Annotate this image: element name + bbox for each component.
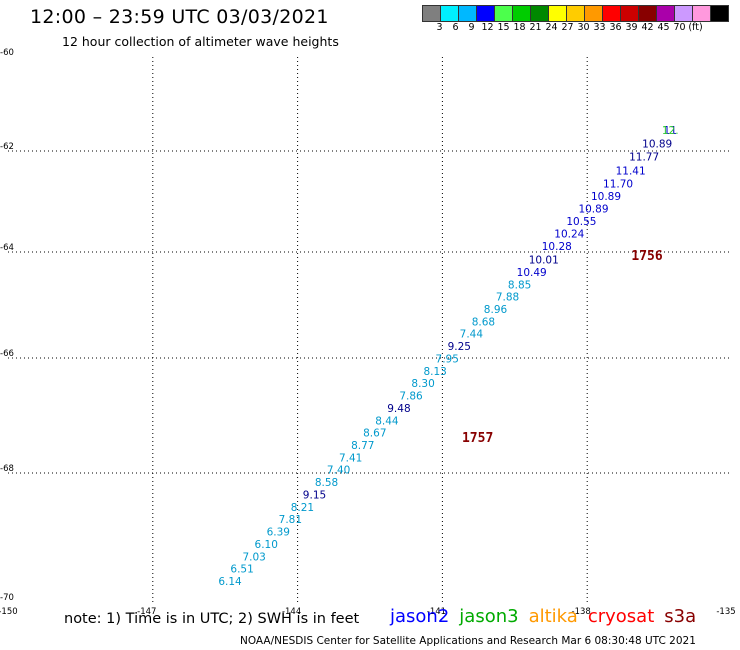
satellite-jason3: jason3 xyxy=(459,606,519,627)
legend-label: 33 xyxy=(593,22,606,33)
wave-height-value: 7.81 xyxy=(279,514,302,526)
chart-subtitle: 12 hour collection of altimeter wave hei… xyxy=(62,34,339,49)
legend-label: 6 xyxy=(452,22,459,33)
wave-height-value: 10.89 xyxy=(578,204,608,216)
legend-label: 9 xyxy=(468,22,475,33)
wave-height-value: 7.95 xyxy=(436,353,459,365)
wave-height-value: 8.58 xyxy=(315,477,338,489)
wave-height-value: 10.28 xyxy=(542,241,572,253)
satellite-altika: altika xyxy=(528,606,578,627)
x-tick-label: -138 xyxy=(572,607,591,617)
legend-label: 21 xyxy=(529,22,542,33)
satellite-jason2: jason2 xyxy=(390,606,450,627)
wave-height-value: 7.41 xyxy=(339,452,362,464)
legend-label: 42 xyxy=(641,22,654,33)
wave-height-value: 11.70 xyxy=(603,178,633,190)
chart-title: 12:00 – 23:59 UTC 03/03/2021 xyxy=(30,6,329,28)
wave-height-value: 10.55 xyxy=(566,216,596,228)
color-legend xyxy=(422,5,729,22)
wave-height-value: 8.30 xyxy=(411,378,434,390)
wave-height-value: 12. xyxy=(662,125,679,137)
wave-height-value: 6.14 xyxy=(218,576,242,588)
wave-height-value: 10.89 xyxy=(642,138,672,150)
footer-note: note: 1) Time is in UTC; 2) SWH is in fe… xyxy=(64,611,360,627)
legend-label: 30 xyxy=(577,22,590,33)
x-tick-label: -147 xyxy=(137,607,156,617)
wave-height-value: 7.88 xyxy=(496,292,519,304)
color-legend-labels: 3 6 9 12 15 18 21 24 27 30 33 36 39 42 45 70 (ft) xyxy=(423,22,740,34)
satellite-s3a: s3a xyxy=(664,606,697,627)
legend-label: 70 xyxy=(673,22,686,33)
x-tick-label: -141 xyxy=(427,607,446,617)
wave-height-value: 7.44 xyxy=(460,329,484,341)
wave-height-value: 9.15 xyxy=(303,489,326,501)
legend-label: 24 xyxy=(545,22,558,33)
y-tick-label: -60 xyxy=(0,48,14,58)
wave-height-value: 8.68 xyxy=(472,316,495,328)
legend-label: (ft) xyxy=(688,22,703,33)
legend-label: 36 xyxy=(609,22,622,33)
y-tick-label: -70 xyxy=(0,593,14,603)
wave-height-value: 9.48 xyxy=(387,403,410,415)
y-tick-label: -66 xyxy=(0,349,14,359)
wave-height-value: 11 xyxy=(664,125,677,137)
x-tick-label: -135 xyxy=(716,607,735,617)
x-tick-label: -150 xyxy=(0,607,18,617)
legend-label: 12 xyxy=(481,22,494,33)
wave-height-value: 10.49 xyxy=(517,267,547,279)
wave-height-value: 6.39 xyxy=(267,527,290,539)
wave-height-value: 11.77 xyxy=(629,152,659,164)
wave-height-value: 8.77 xyxy=(351,440,374,452)
wave-height-value: 11.41 xyxy=(616,166,646,178)
wave-height-value: 10.24 xyxy=(554,228,584,240)
wave-height-value: 6.51 xyxy=(230,564,253,576)
legend-swatch xyxy=(710,5,729,22)
legend-label: 45 xyxy=(657,22,670,33)
y-tick-label: -68 xyxy=(0,464,14,474)
wave-height-value: 7.86 xyxy=(399,391,423,403)
wave-height-value: 8.67 xyxy=(363,428,386,440)
legend-label: 18 xyxy=(513,22,526,33)
wave-height-value: 9.25 xyxy=(448,341,471,353)
wave-height-value: 6.10 xyxy=(255,539,278,551)
x-tick-label: -144 xyxy=(282,607,301,617)
y-tick-label: -62 xyxy=(0,142,14,152)
wave-height-value: 10.01 xyxy=(529,255,559,267)
wave-height-value: 8.96 xyxy=(484,304,508,316)
satellite-cryosat: cryosat xyxy=(587,606,655,627)
credit-line: NOAA/NESDIS Center for Satellite Applica… xyxy=(240,635,696,647)
legend-label: 27 xyxy=(561,22,574,33)
wave-height-value: 8.13 xyxy=(423,366,446,378)
wave-height-value: 8.85 xyxy=(508,279,531,291)
satellite-legend: jason2 jason3 altika cryosat s3a xyxy=(390,606,706,627)
legend-label: 3 xyxy=(436,22,443,33)
y-tick-label: -64 xyxy=(0,243,14,253)
wave-height-value: 8.44 xyxy=(375,415,399,427)
wave-height-value: 10.89 xyxy=(591,191,621,203)
wave-height-value: 7.40 xyxy=(327,465,350,477)
pass-number-label: 1757 xyxy=(462,431,493,446)
legend-label: 15 xyxy=(497,22,510,33)
pass-number-label: 1756 xyxy=(631,249,662,264)
wave-height-value: 8.21 xyxy=(291,502,314,514)
wave-height-value: 7.03 xyxy=(242,551,265,563)
legend-label: 39 xyxy=(625,22,638,33)
